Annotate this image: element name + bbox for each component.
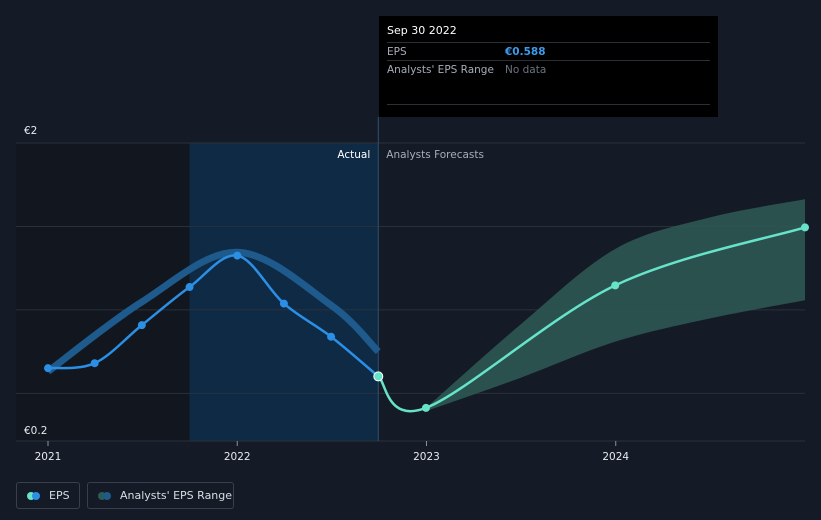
tooltip-range-value: No data <box>505 63 547 76</box>
eps-point <box>137 321 146 330</box>
tooltip-eps-label: EPS <box>387 45 407 58</box>
forecast-label: Analysts Forecasts <box>386 149 484 161</box>
tooltip-range-label: Analysts' EPS Range <box>387 63 494 76</box>
x-tick-label: 2021 <box>35 451 62 463</box>
eps-legend-icon <box>27 491 43 500</box>
tooltip-eps-value: €0.588 <box>505 45 546 58</box>
actual-label: Actual <box>337 149 370 161</box>
legend-eps-label: EPS <box>49 489 70 502</box>
forecast-point <box>801 223 809 232</box>
tooltip-date: Sep 30 2022 <box>387 24 457 37</box>
x-tick-label: 2023 <box>413 451 440 463</box>
x-tick-label: 2024 <box>602 451 629 463</box>
tooltip-spacer <box>387 78 710 105</box>
range-legend-icon <box>98 491 114 500</box>
eps-point <box>185 283 194 292</box>
eps-line <box>47 254 380 378</box>
forecast-point <box>421 403 430 412</box>
legend-eps-button[interactable]: EPS <box>16 482 80 509</box>
eps-highlight-point <box>373 371 384 382</box>
forecast-line <box>377 226 806 413</box>
past-region <box>16 143 190 441</box>
eps-point <box>327 332 336 341</box>
legend-range-label: Analysts' EPS Range <box>120 489 233 502</box>
y-label-max: €2 <box>24 125 37 137</box>
tooltip-eps-row: EPS €0.588 <box>387 42 710 60</box>
forecast-point <box>611 281 620 290</box>
actual-highlight-region <box>189 143 379 441</box>
legend-range-button[interactable]: Analysts' EPS Range <box>87 482 234 509</box>
eps-point <box>90 359 99 368</box>
x-tick-label: 2022 <box>224 451 251 463</box>
tooltip-range-row: Analysts' EPS Range No data <box>387 60 710 78</box>
eps-point <box>233 251 242 260</box>
forecast-range-band <box>425 199 805 412</box>
eps-point <box>279 299 288 308</box>
y-label-min: €0.2 <box>24 425 47 437</box>
tooltip: Sep 30 2022 EPS €0.588 Analysts' EPS Ran… <box>379 16 718 117</box>
eps-point <box>44 364 52 373</box>
